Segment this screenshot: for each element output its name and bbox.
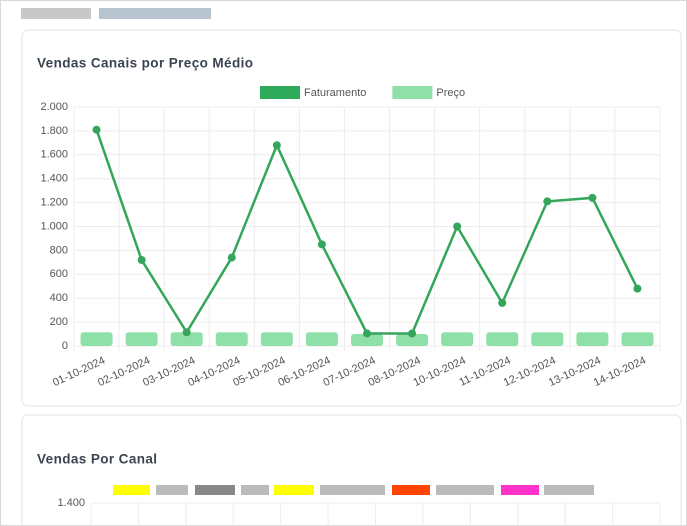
- bar: [396, 334, 429, 346]
- point: [317, 240, 326, 249]
- bar: [260, 332, 293, 346]
- chart-title: Vendas Canais por Preço Médio: [37, 56, 253, 71]
- bar: [351, 334, 383, 346]
- point: [543, 197, 552, 206]
- bar: [80, 332, 113, 346]
- bar: [125, 332, 158, 346]
- y-tick-label: 1.800: [40, 125, 68, 137]
- y-tick-label: 1.400: [57, 497, 85, 509]
- legend-swatch: [392, 86, 433, 99]
- card: [21, 29, 682, 407]
- y-tick-label: 1.000: [40, 220, 68, 232]
- point: [588, 193, 597, 202]
- legend-swatch: [260, 86, 300, 99]
- blurred-legend: [113, 485, 594, 495]
- y-tick-label: 600: [50, 268, 68, 280]
- point: [453, 222, 462, 231]
- point: [498, 298, 507, 307]
- point: [182, 328, 191, 337]
- point: [227, 253, 236, 262]
- bar: [215, 332, 248, 346]
- legend-label: Preço: [436, 87, 465, 99]
- point: [363, 329, 371, 338]
- point: [408, 329, 417, 338]
- chart-title: Vendas Por Canal: [37, 452, 157, 467]
- point: [633, 284, 642, 293]
- bar: [305, 332, 338, 346]
- y-tick-label: 400: [50, 292, 68, 304]
- legend-label: Faturamento: [304, 87, 366, 99]
- bar: [576, 332, 609, 346]
- point: [272, 141, 281, 150]
- y-tick-label: 1.400: [40, 173, 68, 185]
- bar: [486, 332, 519, 346]
- y-tick-label: 1.200: [40, 197, 68, 209]
- y-tick-label: 2.000: [40, 101, 68, 113]
- y-tick-label: 1.600: [40, 149, 68, 161]
- y-tick-label: 0: [62, 340, 68, 352]
- point: [92, 125, 101, 134]
- bar: [621, 332, 654, 346]
- y-tick-label: 800: [50, 244, 68, 256]
- blurred-header: [21, 8, 211, 19]
- card: [21, 414, 682, 525]
- y-tick-label: 200: [50, 316, 68, 328]
- point: [137, 255, 146, 264]
- bar: [531, 332, 564, 346]
- bar: [441, 332, 474, 346]
- bar: [170, 332, 203, 346]
